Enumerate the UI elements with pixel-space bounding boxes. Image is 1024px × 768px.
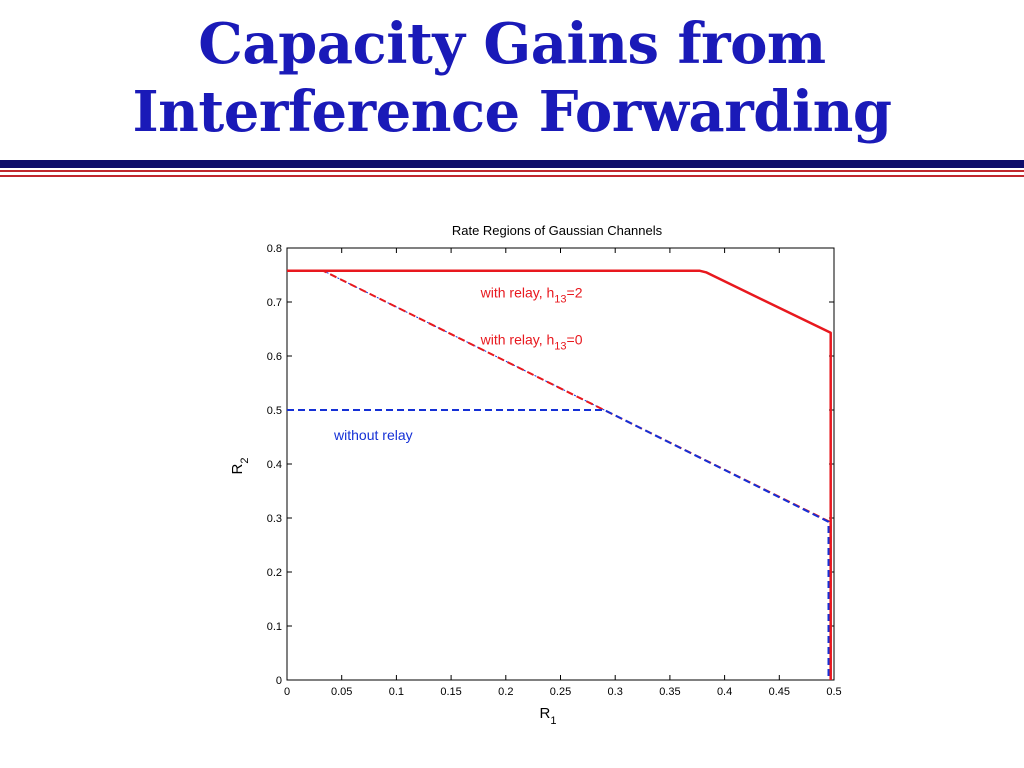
- annotation-subscript: 13: [554, 294, 566, 306]
- y-tick-label: 0.3: [267, 513, 282, 525]
- annotation-relay-h2: with relay, h13=2: [480, 285, 583, 306]
- annotation-text: with relay, h: [480, 332, 555, 348]
- annotation-no-relay: without relay: [333, 427, 413, 443]
- series-layer: [287, 269, 832, 680]
- annotation-suffix: =2: [567, 285, 583, 301]
- plot-area-border: [286, 247, 835, 681]
- y-tick-label: 0.7: [267, 297, 282, 309]
- y-axis-ticks: 0 0.1 0.2 0.3 0.4 0.5 0.6 0.7 0.8: [267, 243, 834, 687]
- x-axis-label: R1: [540, 705, 557, 727]
- chart-title: Rate Regions of Gaussian Channels: [452, 223, 663, 238]
- annotation-suffix: =0: [567, 332, 583, 348]
- y-axis-label-sub: 2: [239, 458, 251, 464]
- x-axis-ticks: 0 0.05 0.1 0.15 0.2 0.25 0.3 0.35 0.4 0.45 0.5: [284, 248, 842, 698]
- title-rule-red-upper: [0, 170, 1024, 172]
- y-tick-label: 0: [276, 675, 282, 687]
- plot-frame: [286, 247, 835, 681]
- series-line-relay-h2: [287, 269, 832, 680]
- x-tick-label: 0.05: [331, 686, 352, 698]
- y-tick-label: 0.2: [267, 567, 282, 579]
- annotation-relay-h0: with relay, h13=0: [480, 332, 583, 353]
- slide-title-line-1: Capacity Gains from: [198, 11, 826, 77]
- x-axis-label-main: R: [540, 705, 551, 722]
- x-tick-label: 0.35: [659, 686, 680, 698]
- x-tick-label: 0.4: [717, 686, 732, 698]
- x-tick-label: 0.15: [440, 686, 461, 698]
- y-axis-label-main: R: [229, 463, 246, 474]
- y-tick-label: 0.6: [267, 351, 282, 363]
- x-tick-label: 0.5: [826, 686, 841, 698]
- x-axis-label-sub: 1: [550, 715, 556, 727]
- annotation-text: without relay: [333, 427, 413, 443]
- x-tick-label: 0: [284, 686, 290, 698]
- slide-title: Capacity Gains from Interference Forward…: [0, 10, 1024, 146]
- y-tick-label: 0.8: [267, 243, 282, 255]
- x-tick-label: 0.2: [498, 686, 513, 698]
- series-line-no-relay: [287, 409, 830, 680]
- y-axis-label: R2: [229, 458, 251, 475]
- x-tick-label: 0.3: [608, 686, 623, 698]
- title-rule-red-lower: [0, 175, 1024, 177]
- x-tick-label: 0.25: [550, 686, 571, 698]
- annotation-subscript: 13: [554, 341, 566, 353]
- y-tick-label: 0.5: [267, 405, 282, 417]
- title-rule-navy: [0, 160, 1024, 168]
- x-tick-label: 0.1: [389, 686, 404, 698]
- y-tick-label: 0.1: [267, 621, 282, 633]
- y-tick-label: 0.4: [267, 459, 282, 471]
- series-line-relay-h0: [287, 269, 832, 680]
- slide-title-line-2: Interference Forwarding: [132, 79, 892, 145]
- annotation-text: with relay, h: [480, 285, 555, 301]
- x-tick-label: 0.45: [769, 686, 790, 698]
